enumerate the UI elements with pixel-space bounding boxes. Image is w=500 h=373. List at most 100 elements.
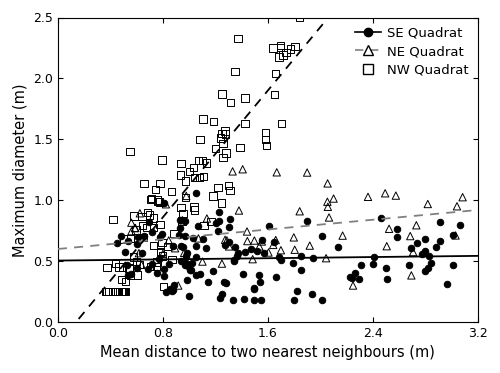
Point bbox=[158, 239, 166, 245]
Point bbox=[322, 255, 330, 261]
Point bbox=[196, 174, 203, 180]
Point bbox=[178, 242, 186, 248]
Point bbox=[184, 263, 192, 269]
Point bbox=[254, 248, 262, 254]
Point bbox=[216, 295, 224, 301]
Point bbox=[218, 91, 226, 97]
Point bbox=[182, 178, 190, 184]
Point bbox=[250, 297, 258, 303]
Point bbox=[182, 195, 190, 201]
Point bbox=[276, 44, 284, 50]
Point bbox=[126, 148, 134, 154]
Point bbox=[171, 245, 179, 251]
Point bbox=[144, 210, 152, 216]
Point bbox=[358, 262, 366, 268]
Point bbox=[176, 225, 184, 231]
Point bbox=[114, 289, 122, 295]
Point bbox=[160, 200, 168, 206]
Point bbox=[125, 265, 133, 271]
Point bbox=[182, 193, 190, 199]
Point bbox=[192, 242, 200, 248]
Point bbox=[126, 273, 134, 279]
Point bbox=[424, 266, 432, 272]
Point bbox=[275, 54, 283, 60]
Point bbox=[181, 262, 189, 268]
Point bbox=[176, 217, 184, 223]
Point bbox=[297, 253, 305, 258]
Point bbox=[180, 233, 188, 239]
Point bbox=[412, 222, 420, 228]
Point bbox=[120, 289, 128, 295]
Point bbox=[220, 279, 228, 285]
Point bbox=[130, 254, 138, 260]
Point bbox=[269, 45, 277, 51]
Point bbox=[168, 189, 175, 195]
Point bbox=[222, 242, 230, 248]
Point bbox=[124, 238, 132, 244]
Point bbox=[458, 194, 466, 200]
Point bbox=[108, 289, 116, 295]
Point bbox=[272, 237, 280, 243]
Point bbox=[408, 272, 416, 278]
Point bbox=[260, 250, 268, 256]
Point bbox=[349, 283, 357, 289]
Point bbox=[324, 204, 332, 210]
Point bbox=[296, 208, 304, 214]
Point bbox=[222, 280, 230, 286]
Point bbox=[456, 222, 464, 228]
Point bbox=[199, 116, 207, 122]
Point bbox=[192, 190, 200, 196]
Point bbox=[420, 268, 428, 274]
Point bbox=[152, 186, 160, 192]
Point bbox=[236, 144, 244, 150]
Point bbox=[424, 201, 432, 207]
Point bbox=[256, 244, 264, 250]
Point bbox=[194, 158, 202, 164]
Point bbox=[179, 210, 187, 216]
Point bbox=[214, 217, 222, 223]
Point bbox=[224, 224, 232, 230]
Point bbox=[442, 281, 450, 287]
Point bbox=[188, 235, 196, 241]
Point bbox=[125, 266, 133, 272]
Point bbox=[122, 289, 130, 295]
Point bbox=[190, 204, 198, 210]
Point bbox=[235, 207, 243, 213]
Point bbox=[136, 210, 144, 216]
Point bbox=[225, 244, 233, 250]
Point bbox=[221, 128, 229, 134]
Point bbox=[203, 160, 211, 166]
Point bbox=[282, 50, 290, 56]
Point bbox=[243, 229, 251, 235]
Point bbox=[348, 275, 356, 280]
Point bbox=[150, 215, 158, 221]
Point bbox=[180, 250, 188, 256]
Point bbox=[346, 274, 354, 280]
Point bbox=[248, 256, 256, 262]
Point bbox=[174, 283, 182, 289]
Point bbox=[452, 232, 460, 238]
Point bbox=[272, 274, 280, 280]
Point bbox=[170, 282, 178, 288]
Point bbox=[164, 244, 172, 250]
Point bbox=[264, 250, 272, 256]
Point bbox=[290, 297, 298, 303]
Point bbox=[409, 249, 417, 255]
Point bbox=[185, 293, 193, 299]
Point bbox=[230, 257, 238, 263]
Point bbox=[200, 173, 207, 179]
Point bbox=[277, 247, 285, 253]
Point bbox=[377, 215, 385, 221]
Point bbox=[216, 135, 224, 141]
Point bbox=[136, 262, 143, 268]
Point bbox=[414, 240, 422, 246]
Point bbox=[121, 249, 129, 255]
Point bbox=[135, 250, 143, 256]
Point bbox=[112, 260, 120, 266]
Point bbox=[422, 248, 430, 254]
Point bbox=[138, 250, 146, 256]
Point bbox=[230, 244, 238, 250]
Point bbox=[270, 91, 278, 97]
Point bbox=[427, 260, 435, 266]
Point bbox=[318, 297, 326, 303]
